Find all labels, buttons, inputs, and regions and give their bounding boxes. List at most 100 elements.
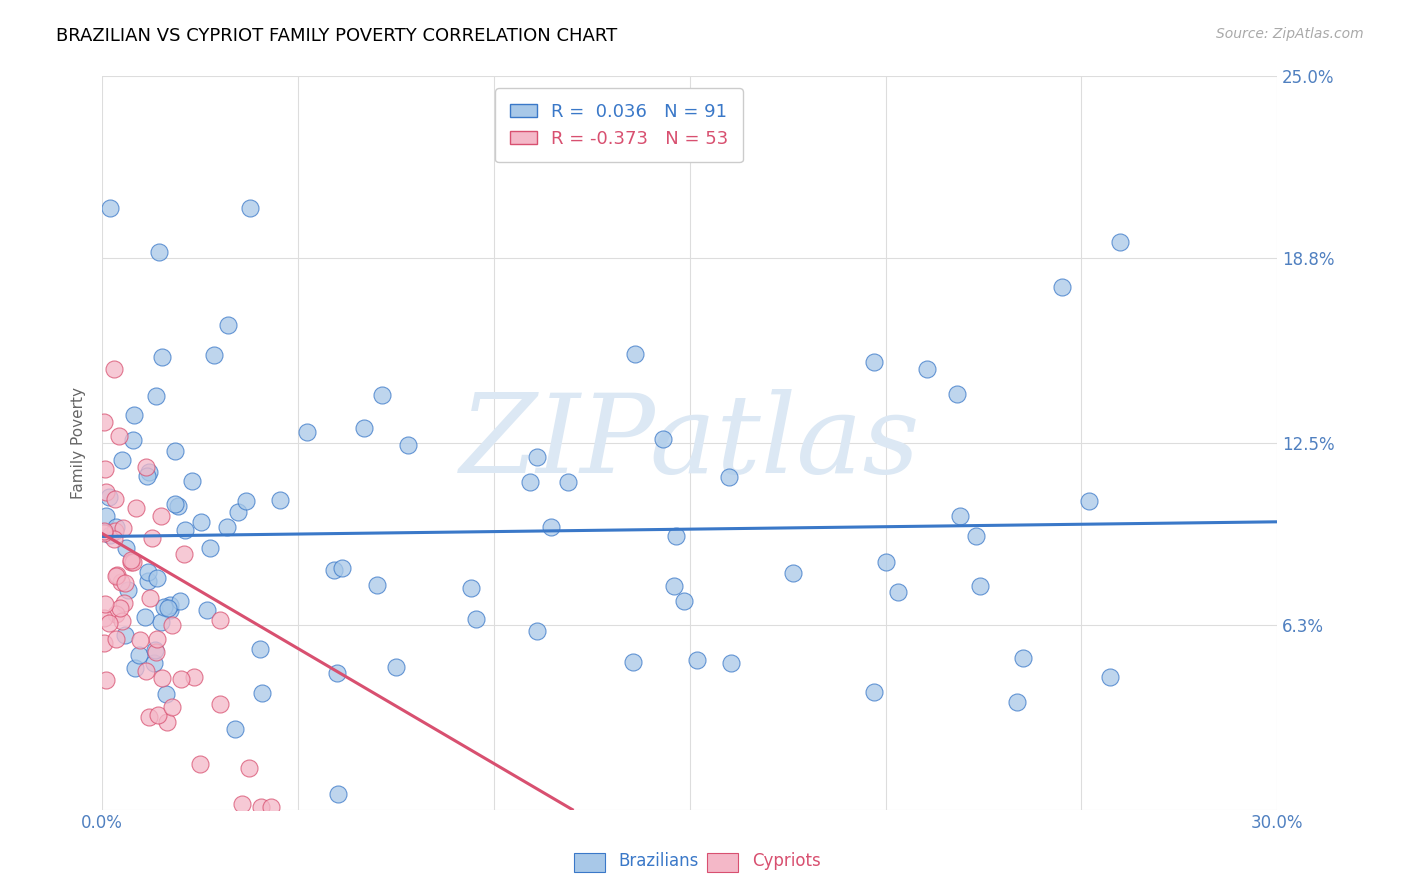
Point [1108, 235, 1130, 250]
Point [160, 699, 183, 714]
Point [366, 578, 388, 592]
Point [150, 615, 173, 630]
Point [143, 643, 166, 657]
Point [169, 593, 191, 607]
Point [120, 555, 142, 569]
Point [238, 760, 260, 774]
Point [651, 432, 673, 446]
Point [887, 584, 910, 599]
Point [128, 648, 150, 662]
Point [145, 389, 167, 403]
Point [149, 508, 172, 523]
Point [915, 361, 938, 376]
Point [122, 408, 145, 422]
Point [159, 599, 181, 613]
Point [662, 580, 685, 594]
Point [188, 756, 211, 771]
Point [104, 632, 127, 646]
Point [114, 576, 136, 591]
Point [104, 491, 127, 506]
Point [114, 541, 136, 556]
Point [153, 599, 176, 614]
Point [134, 610, 156, 624]
Point [326, 787, 349, 801]
Point [139, 591, 162, 605]
Point [1099, 670, 1122, 684]
Point [330, 561, 353, 575]
Point [94, 485, 117, 500]
Text: BRAZILIAN VS CYPRIOT FAMILY POVERTY CORRELATION CHART: BRAZILIAN VS CYPRIOT FAMILY POVERTY CORR… [56, 27, 617, 45]
Point [863, 355, 886, 369]
Point [143, 656, 166, 670]
Point [519, 475, 541, 489]
Point [208, 698, 231, 712]
Point [949, 509, 972, 524]
Point [93, 636, 115, 650]
Point [121, 433, 143, 447]
Point [135, 469, 157, 483]
Point [117, 583, 139, 598]
Point [112, 521, 135, 535]
Point [157, 600, 180, 615]
Point [97, 490, 120, 504]
Point [163, 444, 186, 458]
Point [110, 600, 132, 615]
Point [526, 450, 548, 464]
Point [249, 799, 271, 814]
Point [249, 641, 271, 656]
Point [460, 581, 482, 595]
Point [673, 594, 696, 608]
Point [112, 596, 135, 610]
Point [150, 351, 173, 365]
Point [141, 531, 163, 545]
Point [353, 421, 375, 435]
Point [396, 437, 419, 451]
Point [167, 500, 190, 514]
Point [1050, 280, 1073, 294]
Point [93, 525, 115, 540]
Point [863, 685, 886, 699]
Point [200, 541, 222, 556]
Point [718, 470, 741, 484]
Point [1005, 695, 1028, 709]
Point [145, 645, 167, 659]
Point [103, 532, 125, 546]
Point [103, 362, 125, 376]
Point [720, 656, 742, 670]
Point [136, 574, 159, 588]
Point [163, 497, 186, 511]
Point [136, 566, 159, 580]
Point [323, 562, 346, 576]
Point [190, 515, 212, 529]
Point [120, 553, 142, 567]
Point [685, 653, 707, 667]
Point [250, 686, 273, 700]
Point [94, 509, 117, 524]
Point [202, 348, 225, 362]
Point [135, 664, 157, 678]
Point [1078, 494, 1101, 508]
Point [540, 519, 562, 533]
Point [326, 665, 349, 680]
Point [224, 722, 246, 736]
Point [114, 628, 136, 642]
Legend: R =  0.036   N = 91, R = -0.373   N = 53: R = 0.036 N = 91, R = -0.373 N = 53 [495, 88, 744, 162]
Point [93, 415, 115, 429]
Point [209, 613, 232, 627]
Point [195, 603, 218, 617]
Point [128, 632, 150, 647]
Point [1012, 650, 1035, 665]
Point [295, 425, 318, 439]
Point [93, 611, 115, 625]
Point [215, 519, 238, 533]
Point [98, 527, 121, 541]
Point [260, 799, 283, 814]
Point [217, 318, 239, 332]
Point [93, 524, 115, 539]
Point [621, 655, 644, 669]
Point [150, 671, 173, 685]
Point [159, 602, 181, 616]
Point [526, 624, 548, 638]
Text: Source: ZipAtlas.com: Source: ZipAtlas.com [1216, 27, 1364, 41]
Point [239, 201, 262, 215]
